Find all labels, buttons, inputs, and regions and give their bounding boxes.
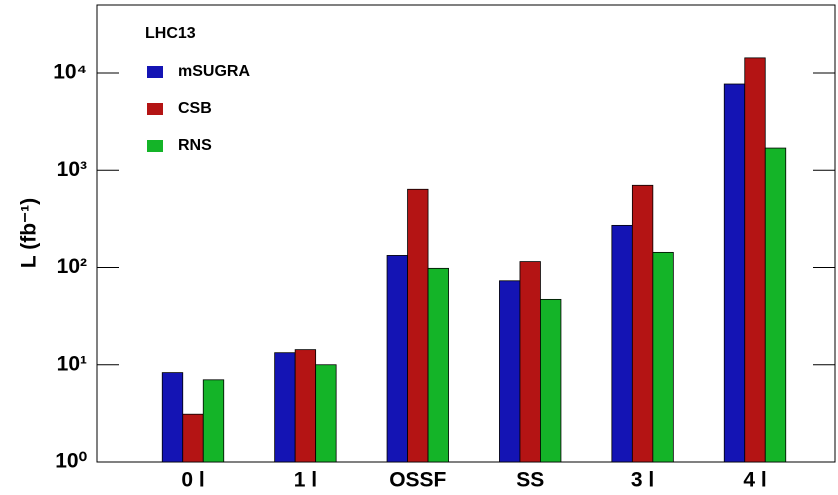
legend-swatch: [147, 66, 163, 78]
legend-title: LHC13: [145, 25, 196, 42]
y-tick-label: 10²: [57, 255, 87, 278]
y-tick-label: 10³: [57, 158, 87, 181]
bar: [611, 224, 633, 463]
bar: [386, 255, 408, 463]
x-tick-label: 4 l: [743, 469, 766, 492]
bar: [315, 364, 337, 463]
y-tick-label: 10⁰: [55, 450, 87, 473]
x-tick-label: 3 l: [631, 469, 654, 492]
bar: [652, 251, 674, 463]
bar: [519, 261, 541, 463]
legend-swatch: [147, 140, 163, 152]
bar: [427, 267, 449, 463]
plot-frame: [96, 4, 836, 463]
legend-swatch: [147, 103, 163, 115]
legend-label: mSUGRA: [178, 63, 250, 80]
bar: [202, 379, 225, 463]
y-axis-label: L (fb⁻¹): [18, 198, 41, 268]
x-tick-label: SS: [516, 469, 544, 492]
x-tick-label: 0 l: [181, 469, 204, 492]
y-tick-label: 10⁴: [53, 61, 87, 84]
bar: [499, 280, 521, 463]
bar: [631, 184, 654, 463]
x-tick-label: 1 l: [294, 469, 317, 492]
bar: [294, 349, 317, 463]
bar: [744, 57, 766, 463]
bar: [274, 352, 296, 463]
bar: [407, 188, 429, 463]
bar: [161, 372, 184, 463]
y-tick-label: 10¹: [57, 352, 87, 375]
legend-label: RNS: [178, 137, 212, 154]
bar: [764, 147, 787, 463]
bar: [540, 298, 562, 463]
bar: [723, 83, 746, 463]
x-tick-label: OSSF: [389, 469, 446, 492]
legend-label: CSB: [178, 100, 212, 117]
bar: [182, 413, 204, 463]
